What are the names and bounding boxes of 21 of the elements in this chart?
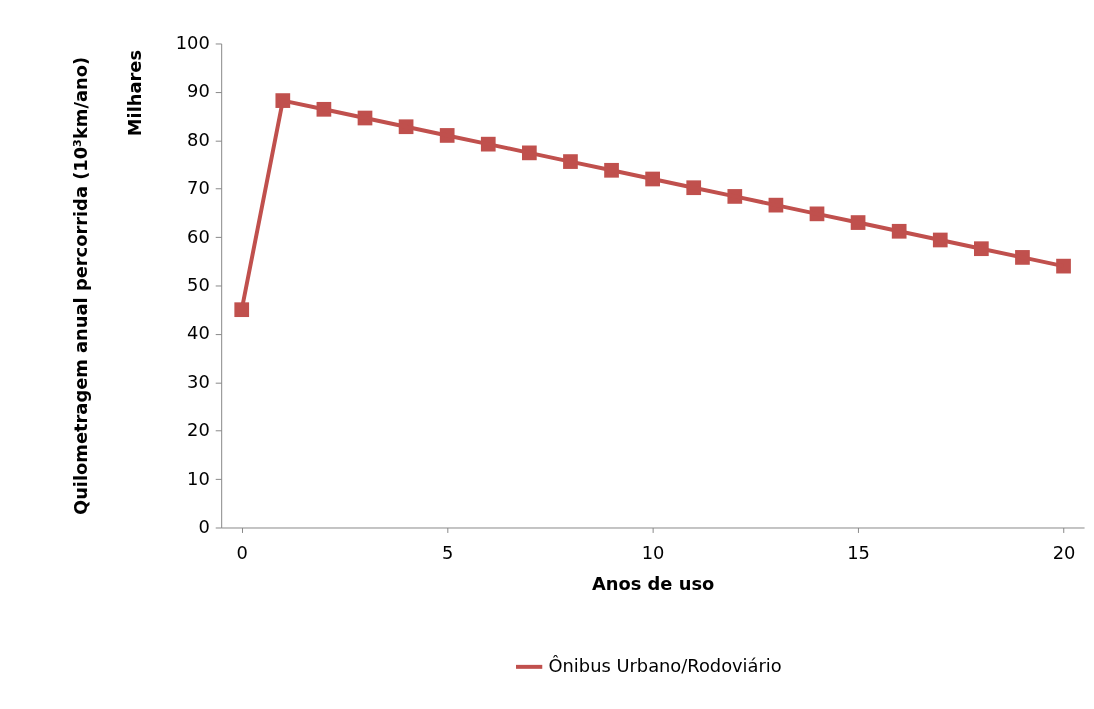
y-tick-label: 90 (187, 80, 210, 102)
y-tick-label: 30 (187, 370, 210, 392)
y-tick-label: 50 (187, 273, 210, 295)
x-tick-label: 0 (236, 541, 248, 563)
point (234, 302, 250, 318)
y-tick-label: 100 (175, 31, 210, 53)
text: Milhares (123, 49, 145, 137)
x-tick-label: 20 (1052, 541, 1076, 563)
y-tick-label: 70 (187, 177, 210, 199)
y-tick-label: 20 (187, 419, 210, 441)
x-tick-label: 15 (847, 541, 870, 563)
x-tick-label: 5 (441, 541, 454, 563)
y-tick-label: 80 (187, 128, 210, 150)
x-axis-title: Anos de uso (591, 573, 715, 595)
y-axis-title: Quilometragem anual percorrida (10³km/ano) (69, 56, 91, 516)
y-tick-label: 60 (187, 225, 210, 247)
legend-label: Ônibus Urbano/Rodoviário (548, 654, 782, 676)
x-tick-label: 10 (641, 541, 665, 563)
y-tick-label: 10 (187, 467, 210, 489)
y-tick-label: 40 (187, 322, 210, 344)
y-tick-label: 0 (198, 515, 210, 537)
